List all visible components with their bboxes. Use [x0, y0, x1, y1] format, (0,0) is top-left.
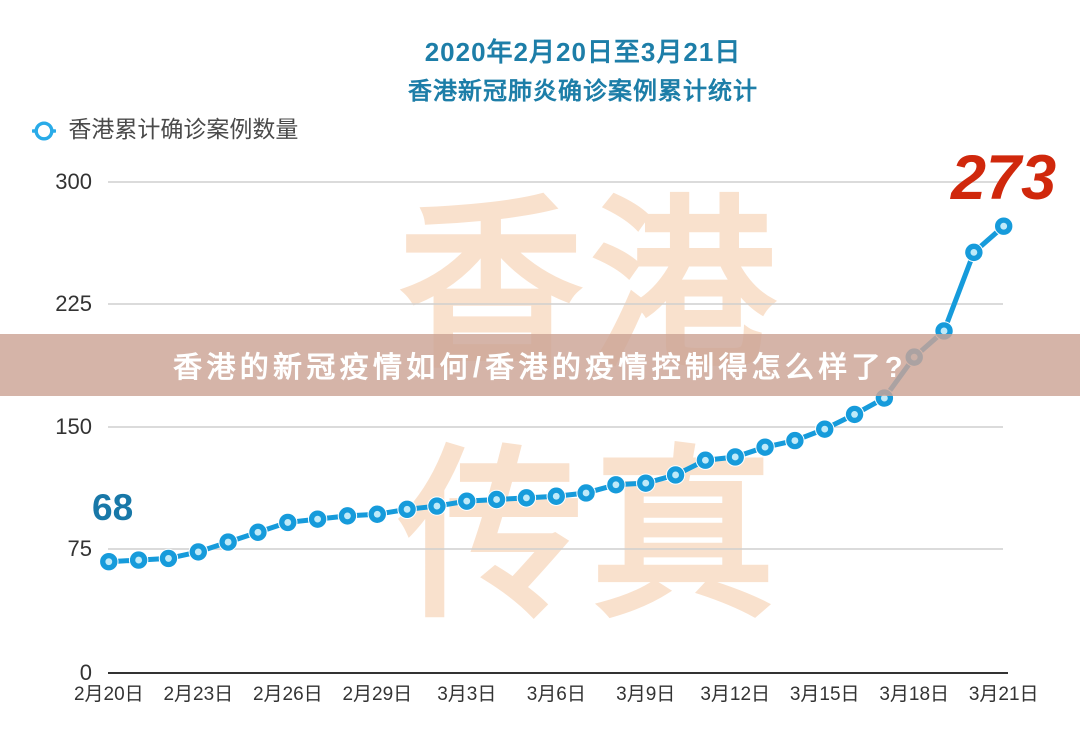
svg-text:3月18日: 3月18日: [879, 684, 949, 705]
svg-text:3月15日: 3月15日: [790, 684, 860, 705]
svg-text:75: 75: [68, 536, 92, 561]
svg-text:0: 0: [80, 660, 92, 685]
svg-text:3月3日: 3月3日: [437, 684, 496, 705]
svg-text:真: 真: [591, 434, 776, 640]
svg-text:3月6日: 3月6日: [527, 684, 586, 705]
svg-text:3月12日: 3月12日: [700, 684, 770, 705]
svg-text:300: 300: [55, 169, 92, 194]
svg-text:传: 传: [398, 434, 584, 640]
svg-text:68: 68: [92, 487, 133, 528]
svg-text:273: 273: [950, 143, 1056, 213]
svg-text:3月9日: 3月9日: [616, 684, 675, 705]
svg-text:2月26日: 2月26日: [253, 684, 323, 705]
svg-text:2月29日: 2月29日: [342, 684, 412, 705]
svg-text:225: 225: [55, 291, 92, 316]
svg-text:2月20日: 2月20日: [74, 684, 144, 705]
svg-text:150: 150: [55, 414, 92, 439]
svg-text:3月21日: 3月21日: [969, 684, 1039, 705]
svg-text:2月23日: 2月23日: [163, 684, 233, 705]
